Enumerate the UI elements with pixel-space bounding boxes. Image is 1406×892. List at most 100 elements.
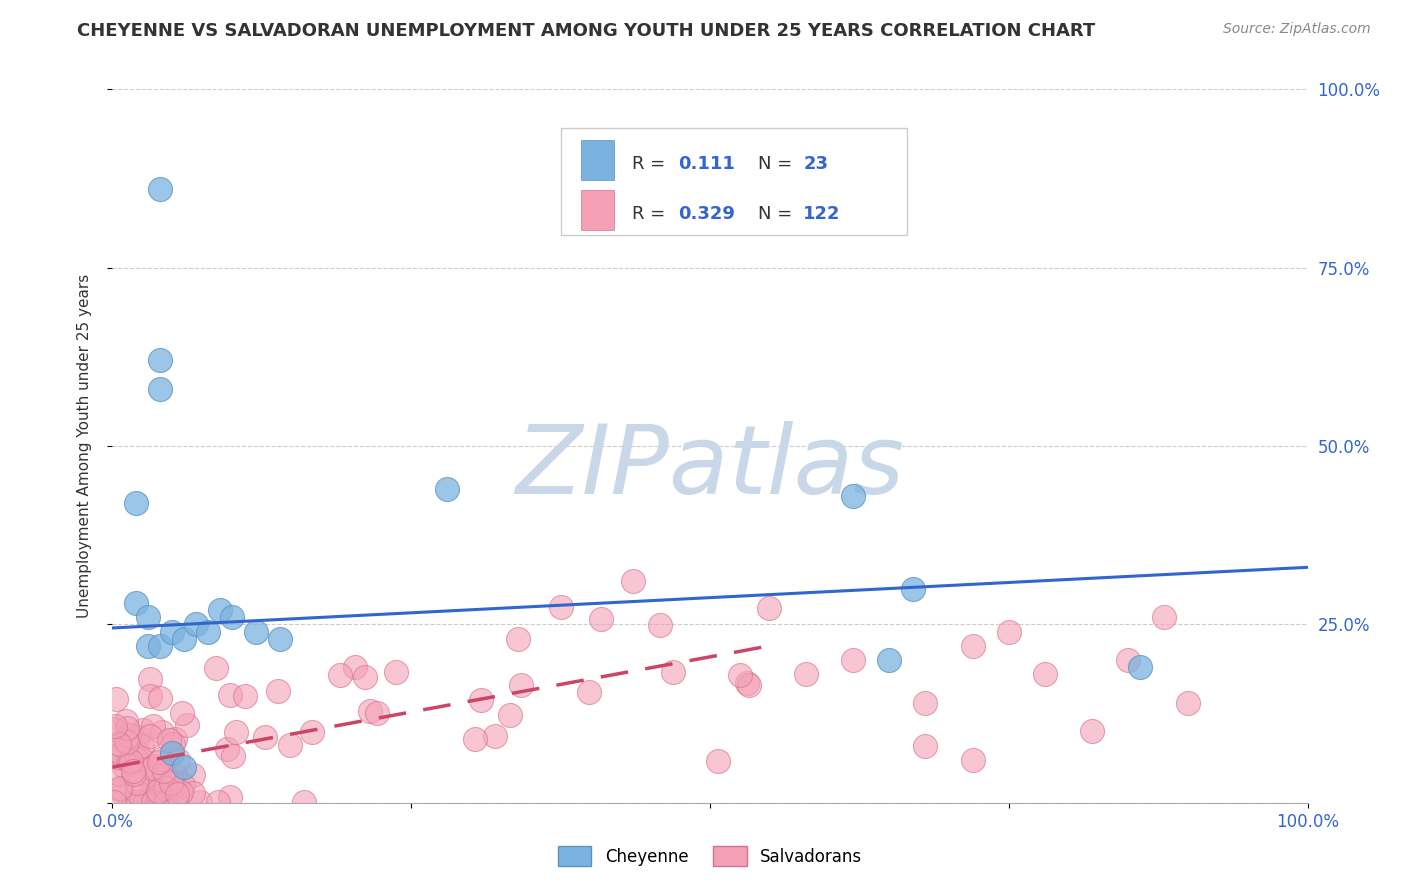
Point (329, 668, 352, 682)
Point (148, 784, 170, 798)
Point (914, 696, 936, 710)
Point (221, 610, 243, 624)
Text: N =: N = (758, 205, 797, 223)
Point (233, 690, 256, 704)
Text: 122: 122 (803, 205, 841, 223)
Point (153, 764, 176, 778)
Point (163, 769, 186, 783)
Point (148, 690, 170, 705)
Point (162, 737, 184, 751)
Point (115, 734, 138, 748)
Point (186, 617, 208, 632)
Point (173, 760, 195, 774)
Point (621, 574, 644, 589)
Point (153, 780, 176, 795)
Point (114, 733, 136, 747)
Point (105, 692, 128, 706)
Point (155, 781, 177, 796)
Point (879, 653, 901, 667)
Point (1177, 696, 1199, 710)
Point (125, 794, 148, 808)
Point (254, 731, 277, 745)
Point (139, 788, 162, 802)
Legend: Cheyenne, Salvadorans: Cheyenne, Salvadorans (551, 839, 869, 873)
Text: 0.111: 0.111 (678, 155, 735, 173)
Point (165, 795, 187, 809)
Point (110, 747, 132, 762)
FancyBboxPatch shape (561, 128, 907, 235)
Point (470, 693, 492, 707)
Point (118, 755, 141, 769)
Point (1081, 724, 1104, 739)
Point (343, 660, 366, 674)
Point (706, 754, 728, 768)
Point (108, 737, 131, 751)
Point (108, 767, 131, 781)
Text: ZIPatlas: ZIPatlas (516, 421, 904, 514)
FancyBboxPatch shape (581, 140, 614, 179)
Point (129, 795, 152, 809)
Point (141, 761, 163, 775)
Point (157, 733, 180, 747)
Point (125, 496, 148, 510)
Point (138, 610, 160, 624)
Point (138, 639, 160, 653)
Point (1153, 610, 1175, 624)
Point (149, 382, 172, 396)
Point (181, 768, 204, 782)
Point (506, 632, 529, 647)
Point (735, 676, 758, 690)
Point (125, 752, 148, 766)
Point (111, 782, 134, 797)
Point (484, 729, 506, 743)
Text: 0.329: 0.329 (678, 205, 735, 223)
Point (108, 780, 131, 795)
Point (758, 600, 780, 615)
Point (197, 624, 219, 639)
Text: R =: R = (633, 155, 671, 173)
Point (181, 786, 204, 800)
Point (278, 738, 301, 752)
Point (122, 764, 145, 778)
Point (217, 742, 239, 756)
Point (188, 795, 211, 809)
Point (962, 753, 984, 767)
Point (207, 795, 229, 809)
Point (149, 639, 172, 653)
Point (301, 725, 323, 739)
Point (166, 788, 188, 802)
Point (163, 731, 186, 746)
Point (842, 653, 865, 667)
Point (127, 730, 149, 744)
Point (162, 773, 184, 788)
Point (139, 690, 162, 704)
Point (661, 665, 683, 679)
Point (914, 739, 936, 753)
Point (115, 714, 138, 729)
Point (218, 688, 240, 702)
Point (142, 719, 165, 733)
Point (1033, 667, 1056, 681)
Point (578, 685, 600, 699)
Point (366, 706, 388, 720)
Point (245, 624, 267, 639)
Point (842, 489, 865, 503)
Point (728, 668, 751, 682)
Point (173, 632, 195, 646)
Point (962, 639, 984, 653)
Point (103, 795, 125, 809)
Point (589, 612, 612, 626)
Point (152, 725, 174, 739)
Point (134, 795, 156, 809)
Point (122, 795, 145, 809)
Point (359, 704, 381, 718)
Y-axis label: Unemployment Among Youth under 25 years: Unemployment Among Youth under 25 years (77, 274, 91, 618)
Point (170, 706, 193, 720)
Point (148, 755, 170, 769)
Point (122, 767, 145, 781)
Point (510, 678, 533, 692)
Point (107, 749, 129, 764)
Point (110, 783, 132, 797)
Point (292, 795, 315, 809)
Text: 23: 23 (803, 155, 828, 173)
